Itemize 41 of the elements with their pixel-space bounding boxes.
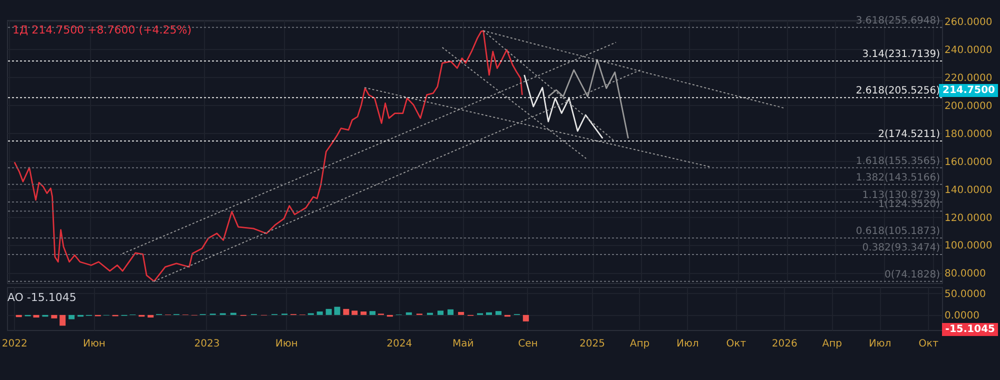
- ref-line-label: 3.14(231.7139): [862, 48, 940, 60]
- ref-line-label: 2(174.5211): [878, 128, 940, 140]
- ref-line-label: 0.382(93.3474): [862, 242, 940, 254]
- x-tick-label: Июл: [868, 338, 892, 350]
- text: -15.1045: [942, 323, 998, 336]
- ref-line-label: 0(74.1828): [884, 269, 940, 280]
- ref-line-label: 2.618(205.5256): [856, 86, 940, 97]
- y-tick-label: 100.0000: [944, 240, 992, 252]
- x-tick-label: Сен: [518, 338, 538, 350]
- ref-line-label: 3.618(255.6948): [856, 15, 940, 26]
- x-tick-label: Окт: [726, 338, 746, 350]
- annotation: 214.7500: [939, 84, 998, 97]
- x-tick-label: 2022: [2, 338, 28, 350]
- y-tick-label: 200.0000: [944, 100, 992, 112]
- x-tick-label: Июн: [275, 338, 298, 350]
- y-tick-label: 240.0000: [944, 44, 992, 56]
- y-tick-label: 140.0000: [944, 184, 992, 196]
- y-tick-label: 180.0000: [944, 128, 992, 140]
- ref-line-label: 0.618(105.1873): [856, 226, 940, 237]
- ref-line-label: 1.618(155.3565): [856, 156, 940, 167]
- chart-title: AO -15.1045: [7, 291, 76, 304]
- x-tick-label: Май: [452, 338, 474, 350]
- y-tick-label: 0.0000: [944, 310, 980, 322]
- y-tick-label: 120.0000: [944, 212, 992, 224]
- ref-line-label: 1.382(143.5166): [856, 172, 940, 184]
- x-tick-label: Июл: [676, 338, 699, 350]
- x-tick-label: Окт: [918, 338, 939, 350]
- y-tick-label: 50.0000: [944, 288, 986, 300]
- y-tick-label: 80.0000: [944, 268, 986, 280]
- y-tick-label: 220.0000: [944, 72, 992, 84]
- chart-title: 1Д 214.7500 +8.7600 (+4.25%): [12, 23, 192, 36]
- y-tick-label: 160.0000: [944, 156, 992, 168]
- y-tick-label: 260.0000: [944, 16, 992, 28]
- x-tick-label: 2026: [772, 338, 798, 350]
- ref-line-label: 1(124.3520): [878, 199, 940, 210]
- x-tick-label: Апр: [822, 338, 842, 350]
- x-tick-label: Апр: [630, 338, 650, 350]
- x-tick-label: Июн: [82, 338, 106, 350]
- x-tick-label: 2023: [194, 338, 220, 350]
- x-tick-label: 2024: [386, 338, 412, 350]
- x-tick-label: 2025: [580, 338, 605, 350]
